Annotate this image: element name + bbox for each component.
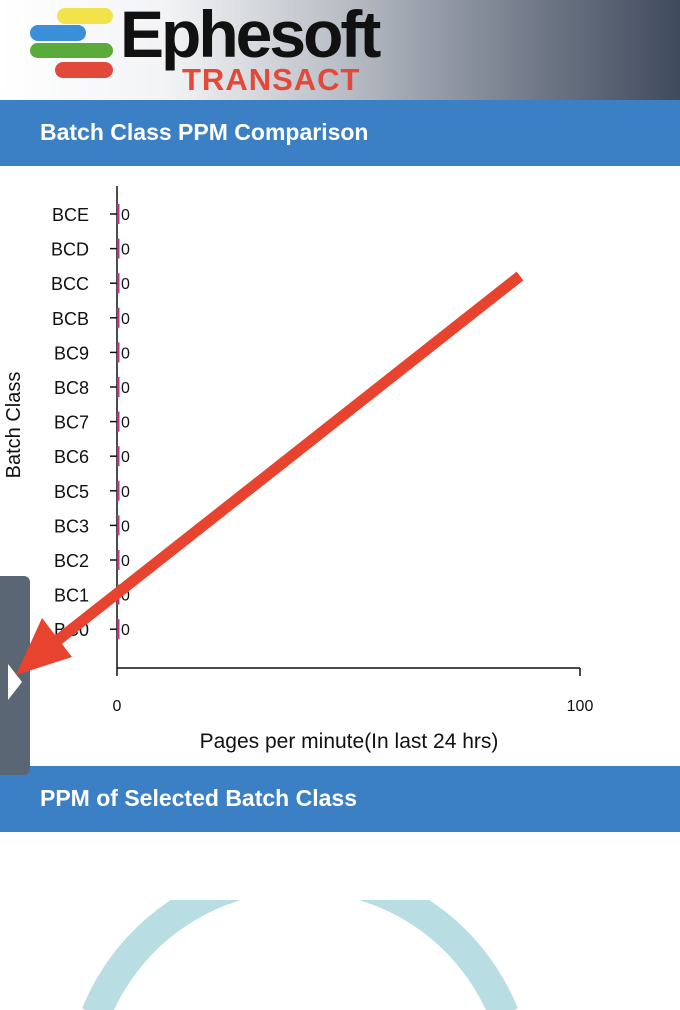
bar [117, 619, 120, 640]
y-tick-label: BCB [52, 309, 89, 329]
y-tick-label: BC2 [54, 551, 89, 571]
app-header: Ephesoft TRANSACT [0, 0, 680, 100]
x-tick-label: 0 [113, 698, 122, 715]
data-label: 0 [121, 518, 130, 535]
bar [117, 480, 120, 501]
y-tick-label: BC0 [54, 620, 89, 640]
y-tick-label: BC7 [54, 413, 89, 433]
section-title: PPM of Selected Batch Class [40, 785, 357, 811]
sidebar-expand-tab[interactable] [0, 576, 30, 775]
y-tick-label: BCD [51, 240, 89, 260]
y-tick-label: BC6 [54, 447, 89, 467]
data-label: 0 [121, 484, 130, 501]
bar [117, 307, 120, 328]
section-title: Batch Class PPM Comparison [40, 119, 369, 145]
x-axis-title: Pages per minute(In last 24 hrs) [200, 730, 499, 753]
data-label: 0 [121, 380, 130, 397]
data-label: 0 [121, 276, 130, 293]
section-header-selected-ppm: PPM of Selected Batch Class [0, 766, 680, 832]
y-tick-label: BC1 [54, 586, 89, 606]
data-label: 0 [121, 553, 130, 570]
x-tick-label: 100 [567, 698, 594, 715]
bar [117, 273, 120, 294]
bar [117, 342, 120, 363]
bar [117, 377, 120, 397]
data-label: 0 [121, 622, 130, 639]
bar [117, 204, 120, 224]
data-label: 0 [121, 449, 130, 466]
bar [117, 238, 120, 259]
chevron-right-icon [8, 664, 22, 700]
y-tick-label: BCE [52, 205, 89, 225]
bar [117, 446, 120, 467]
bar [117, 515, 120, 536]
data-label: 0 [121, 588, 130, 605]
ppm-gauge [82, 900, 518, 1010]
y-tick-label: BC5 [54, 482, 89, 502]
section-header-ppm-comparison: Batch Class PPM Comparison [0, 100, 680, 166]
y-axis-title: Batch Class [3, 372, 25, 479]
data-label: 0 [121, 311, 130, 328]
ppm-comparison-chart: BCE 0 BCD 0 BCC 0 BCB 0 BC9 0 BC8 0 BC7 0 BC6 0 BC5 0 BC3 0… [3, 186, 594, 753]
y-tick-label: BCC [51, 274, 89, 294]
y-tick-label: BC8 [54, 378, 89, 398]
logo-wordmark: Ephesoft [120, 0, 381, 71]
data-label: 0 [121, 242, 130, 259]
bar [117, 584, 120, 605]
bar [117, 411, 120, 432]
logo-subtitle: TRANSACT [182, 62, 361, 97]
y-tick-label: BC3 [54, 516, 89, 536]
y-tick-label: BC9 [54, 343, 89, 363]
ephesoft-logo-icon [30, 8, 113, 78]
data-label: 0 [121, 345, 130, 362]
data-label: 0 [121, 415, 130, 432]
data-label: 0 [121, 207, 130, 224]
bar [117, 550, 120, 570]
